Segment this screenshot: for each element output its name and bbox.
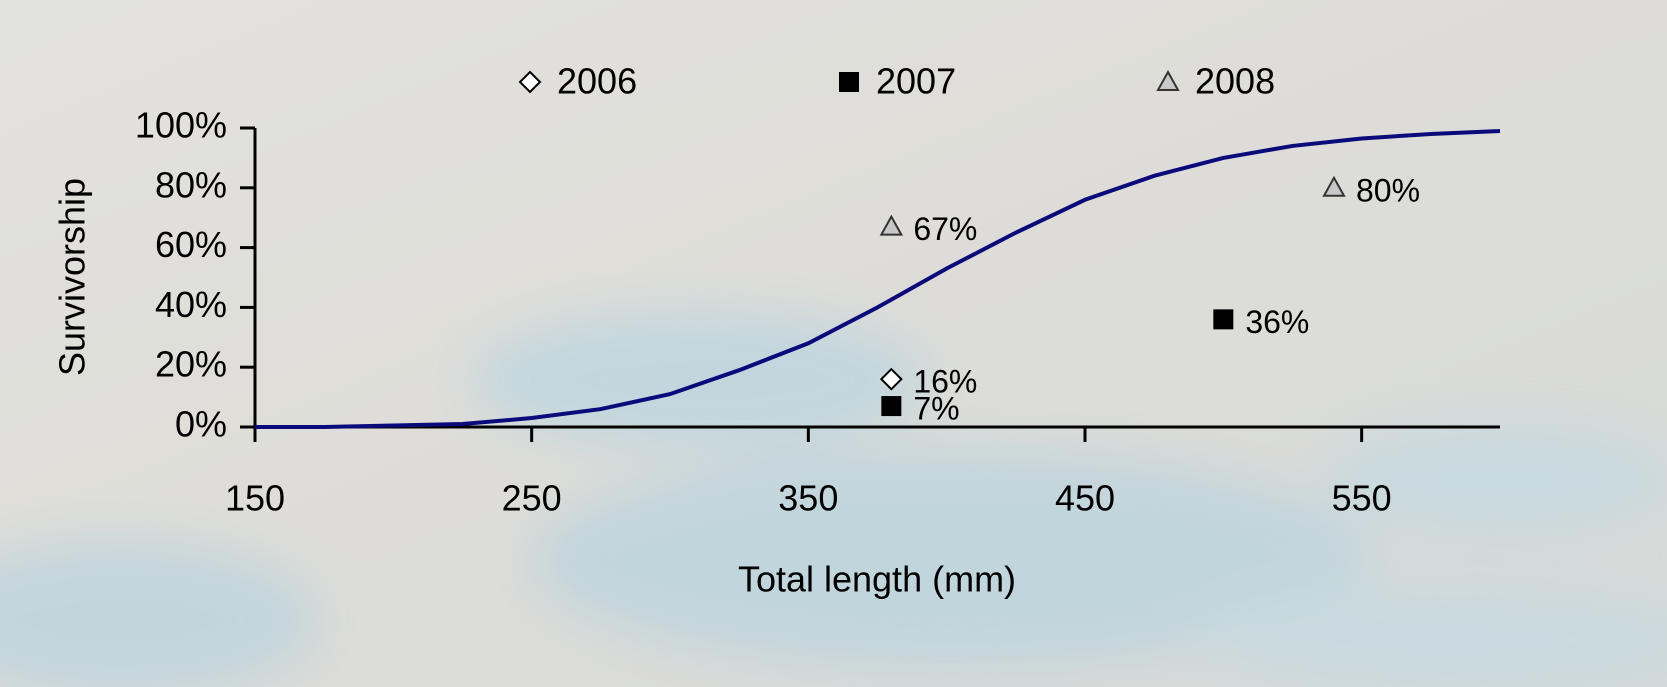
y-tick-label: 60% (155, 224, 227, 265)
x-axis-label: Total length (mm) (738, 559, 1016, 600)
x-tick-label: 550 (1332, 478, 1392, 519)
y-tick-label: 80% (155, 164, 227, 205)
data-label: 67% (913, 211, 977, 247)
data-label: 80% (1356, 172, 1420, 208)
y-tick-label: 40% (155, 284, 227, 325)
legend-label: 2008 (1195, 61, 1275, 102)
data-label: 7% (913, 391, 959, 427)
y-tick-label: 0% (175, 404, 227, 445)
legend-label: 2007 (876, 61, 956, 102)
triangle-marker (879, 214, 904, 236)
y-tick-label: 100% (135, 105, 227, 146)
diamond-marker (879, 367, 903, 391)
y-tick-label: 20% (155, 344, 227, 385)
background-water (0, 310, 1667, 687)
legend-label: 2006 (557, 61, 637, 102)
x-tick-label: 250 (502, 478, 562, 519)
square-marker (881, 396, 902, 417)
legend-marker (1156, 69, 1180, 91)
x-tick-label: 150 (225, 478, 285, 519)
data-label: 16% (913, 364, 977, 400)
x-tick-label: 350 (778, 478, 838, 519)
square-marker (1213, 309, 1234, 330)
fit-line (255, 128, 1501, 429)
legend-marker (839, 72, 859, 92)
triangle-marker (1322, 175, 1346, 197)
data-label: 36% (1245, 304, 1309, 340)
x-tick-label: 450 (1055, 478, 1115, 519)
y-axis-label: Survivorship (52, 178, 93, 376)
legend-marker (518, 70, 542, 94)
